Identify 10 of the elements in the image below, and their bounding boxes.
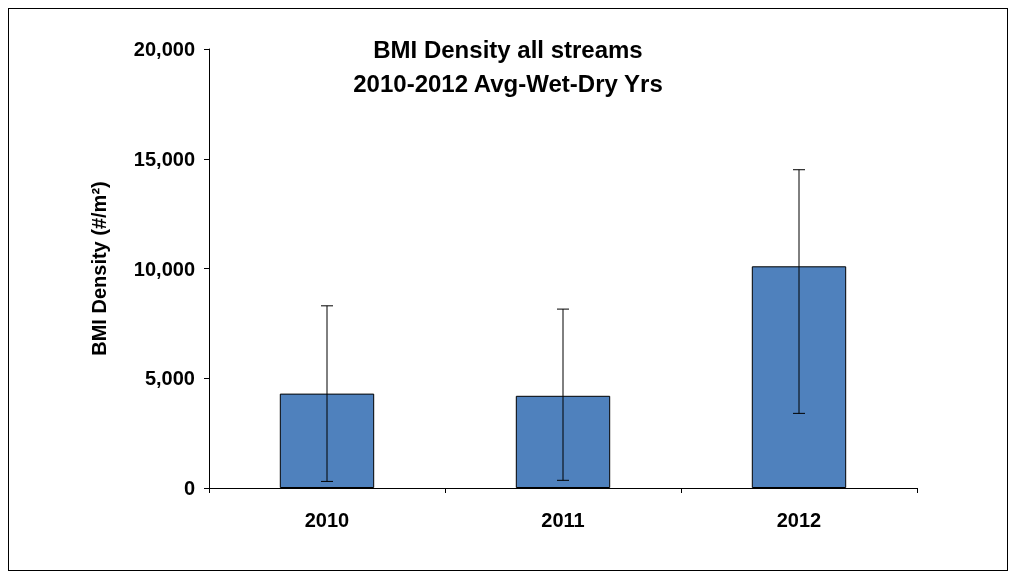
y-tick-label: 0 xyxy=(183,477,195,499)
x-tick-label: 2012 xyxy=(776,509,822,531)
y-tick-label: 5,000 xyxy=(144,367,195,390)
x-tick-label: 2011 xyxy=(541,509,585,531)
y-tick-label: 15,000 xyxy=(133,147,195,170)
y-tick-label: 20,000 xyxy=(133,38,195,60)
y-tick-label: 10,000 xyxy=(133,257,195,280)
x-tick-label: 2010 xyxy=(304,509,350,531)
chart-title: BMI Density all streams 2010-2012 Avg-Wet-Dry Yrs xyxy=(353,35,663,97)
y-axis-title: BMI Density (#/m²) xyxy=(88,181,110,356)
